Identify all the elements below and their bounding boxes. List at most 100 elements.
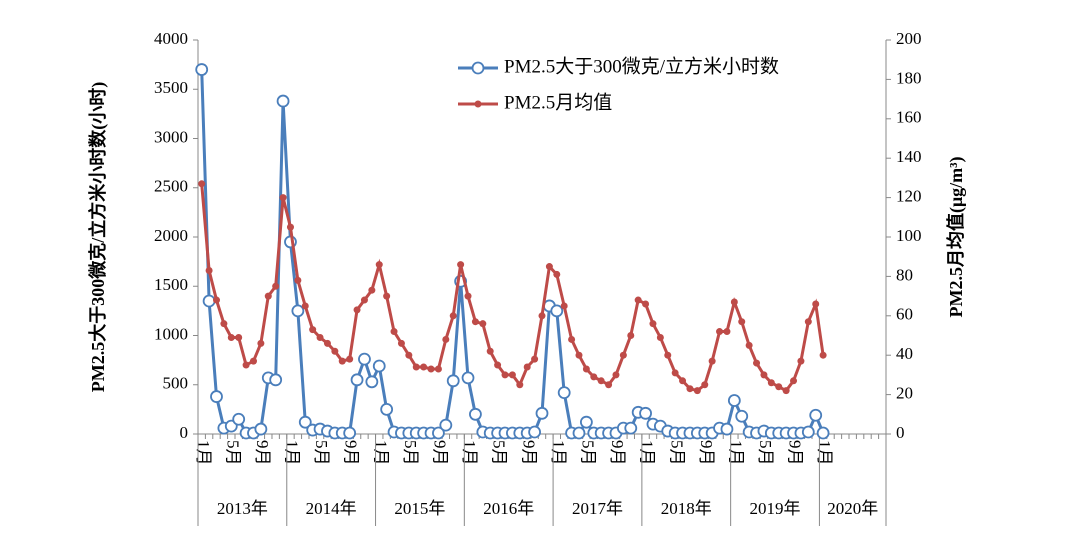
data-point <box>212 296 220 304</box>
data-point <box>227 333 235 341</box>
data-point <box>639 406 652 420</box>
data-point <box>516 381 524 389</box>
x-tick-label: 5月 <box>490 440 509 466</box>
data-point <box>531 355 539 363</box>
data-point <box>220 320 228 328</box>
data-point <box>346 355 354 363</box>
data-point <box>693 387 701 395</box>
data-point <box>508 371 516 379</box>
data-point <box>723 328 731 336</box>
data-point <box>461 371 475 385</box>
data-point <box>353 306 361 314</box>
data-point <box>254 422 268 436</box>
y2-tick-label: 40 <box>896 344 913 363</box>
data-point <box>383 292 391 300</box>
data-point <box>738 318 746 326</box>
data-point <box>582 365 590 373</box>
data-point <box>612 371 620 379</box>
legend-marker <box>474 100 482 108</box>
data-point <box>679 377 687 385</box>
data-point <box>819 351 827 359</box>
data-point <box>590 373 598 381</box>
year-label: 2020年 <box>827 499 878 518</box>
data-point <box>523 363 531 371</box>
data-point <box>716 328 724 336</box>
data-point <box>501 371 509 379</box>
y-tick-label: 1500 <box>154 275 188 294</box>
data-point <box>553 270 561 278</box>
x-tick-label: 1月 <box>371 440 390 466</box>
legend-marker <box>471 61 485 75</box>
data-point <box>291 304 305 318</box>
data-point <box>801 425 815 439</box>
data-point <box>812 300 820 308</box>
data-point <box>210 390 223 403</box>
data-point <box>735 409 749 423</box>
year-label: 2018年 <box>661 499 712 518</box>
y2-tick-label: 0 <box>896 423 905 442</box>
x-tick-label: 5月 <box>578 440 597 466</box>
data-point <box>572 426 586 440</box>
y-tick-label: 0 <box>180 423 189 442</box>
year-label: 2014年 <box>306 499 357 518</box>
data-point <box>276 94 290 108</box>
data-point <box>294 276 302 284</box>
data-point <box>664 351 672 359</box>
year-label: 2017年 <box>572 499 623 518</box>
y2-tick-label: 60 <box>896 305 913 324</box>
data-point <box>760 371 768 379</box>
data-point <box>279 194 287 202</box>
data-point <box>790 377 798 385</box>
x-tick-label: 1月 <box>549 440 568 466</box>
data-point <box>432 426 445 440</box>
data-point <box>298 415 312 429</box>
data-point <box>671 369 679 377</box>
data-point <box>338 357 346 365</box>
data-point <box>323 339 331 347</box>
data-point <box>434 365 442 373</box>
data-point <box>232 412 246 426</box>
data-point <box>198 180 206 188</box>
year-label: 2015年 <box>394 499 445 518</box>
data-point <box>202 294 216 308</box>
data-point <box>205 266 213 274</box>
data-point <box>457 261 465 269</box>
data-point <box>471 318 479 326</box>
data-point <box>264 292 272 300</box>
data-point <box>242 361 250 369</box>
data-point <box>550 304 564 318</box>
data-point <box>642 300 650 308</box>
data-point <box>816 426 830 440</box>
data-point <box>804 318 812 326</box>
x-tick-label: 9月 <box>431 440 450 466</box>
data-point <box>272 282 280 290</box>
y-tick-label: 3500 <box>154 78 188 97</box>
data-point <box>775 383 783 391</box>
data-point <box>486 347 494 355</box>
data-point <box>575 351 583 359</box>
data-point <box>235 333 243 341</box>
year-label: 2016年 <box>483 499 534 518</box>
x-tick-label: 9月 <box>697 440 716 466</box>
data-point <box>605 381 613 389</box>
data-point <box>358 352 371 366</box>
y-tick-label: 1000 <box>154 324 188 343</box>
y2-tick-label: 100 <box>896 226 922 245</box>
data-point <box>449 312 457 320</box>
y2-tick-label: 200 <box>896 29 922 48</box>
data-point <box>701 381 709 389</box>
x-tick-label: 1月 <box>283 440 302 466</box>
data-point <box>753 359 761 367</box>
x-tick-label: 5月 <box>667 440 686 466</box>
x-tick-label: 9月 <box>608 440 627 466</box>
y-tick-label: 3000 <box>154 127 188 146</box>
y2-axis-title: PM2.5月均值(μg/m³) <box>945 156 967 317</box>
data-point <box>545 263 553 271</box>
data-point <box>782 387 790 395</box>
data-point <box>412 363 420 371</box>
data-point <box>624 421 638 435</box>
data-point <box>286 223 294 231</box>
data-point <box>538 312 546 320</box>
x-tick-label: 1月 <box>460 440 479 466</box>
